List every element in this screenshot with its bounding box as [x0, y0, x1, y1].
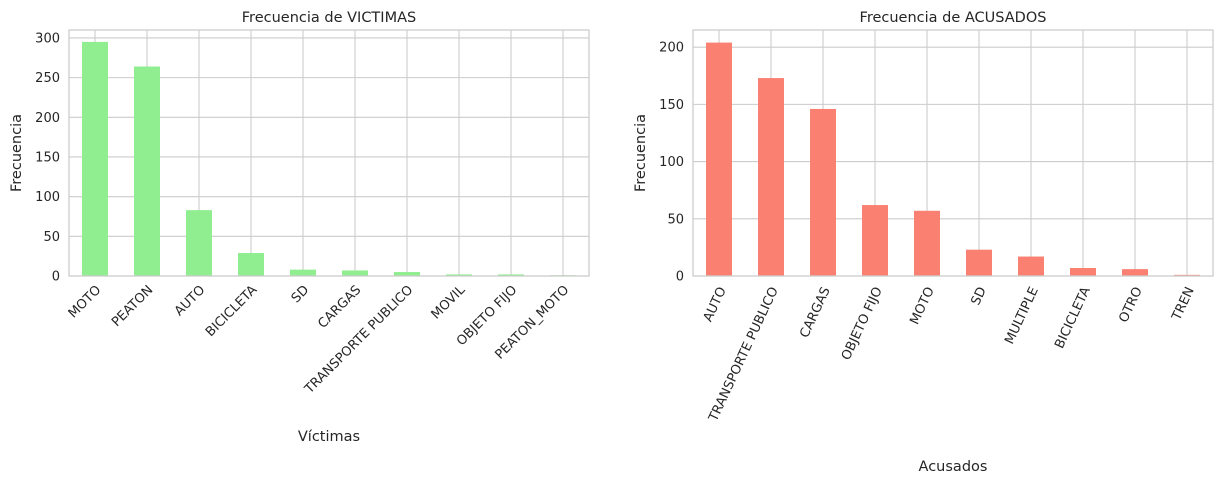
chart-victimas-bars [82, 41, 576, 276]
chart-victimas-y-tick-0: 0 [52, 270, 60, 285]
chart-acusados-title: Frecuencia de ACUSADOS [860, 10, 1047, 26]
chart-victimas-x-tick-movil: MOVIL [429, 282, 469, 322]
chart-victimas-y-tick-200: 200 [35, 111, 60, 126]
chart-victimas-frame [68, 29, 590, 277]
chart-acusados-bar-cargas [810, 108, 836, 276]
chart-victimas-xlabel: Víctimas [298, 429, 360, 445]
chart-victimas-y-tick-300: 300 [35, 31, 60, 46]
chart-acusados-bar-bicicleta [1070, 267, 1096, 276]
chart-acusados-y-tick-0: 0 [676, 270, 684, 285]
chart-acusados-x-tick-objeto-fijo: OBJETO FIJO [839, 285, 886, 363]
chart-victimas-bar-peaton [134, 66, 160, 276]
chart-victimas-ylabel: Frecuencia [9, 114, 25, 192]
chart-acusados-bars [706, 42, 1200, 277]
chart-victimas: Frecuencia de VICTIMAS 0 50 100 150 200 250 30… [9, 10, 590, 445]
chart-acusados-x-tick-bicicleta: BICICLETA [1052, 285, 1094, 351]
chart-victimas-x-tick-moto: MOTO [66, 283, 105, 322]
chart-acusados-bar-auto [706, 42, 732, 277]
chart-victimas-bar-auto [186, 210, 212, 276]
chart-victimas-x-tick-sd: SD [289, 283, 313, 307]
chart-acusados-bar-transporte-publico [758, 78, 784, 276]
chart-acusados-bar-multiple [1018, 256, 1044, 276]
chart-acusados-bar-moto [914, 210, 940, 276]
chart-acusados-bar-sd [966, 249, 992, 276]
chart-victimas-y-tick-100: 100 [35, 190, 60, 205]
chart-victimas-title: Frecuencia de VICTIMAS [242, 10, 416, 26]
chart-acusados-ylabel: Frecuencia [633, 114, 649, 192]
chart-acusados-xlabel: Acusados [919, 459, 988, 475]
chart-victimas-x-tick-peaton: PEATON [109, 283, 156, 330]
chart-victimas-bar-bicicleta [238, 252, 264, 276]
chart-acusados-y-tick-150: 150 [659, 98, 684, 113]
chart-acusados-x-tick-cargas: CARGAS [797, 285, 834, 340]
chart-victimas-bar-moto [82, 41, 108, 276]
chart-acusados-y-ticks: 0 50 100 150 200 [659, 41, 684, 285]
chart-victimas-x-tick-auto: AUTO [172, 283, 208, 319]
chart-victimas-x-tick-transporte-publico: TRANSPORTE PUBLICO [301, 283, 416, 398]
chart-acusados-x-tick-multiple: MULTIPLE [1002, 285, 1041, 347]
chart-acusados: Frecuencia de ACUSADOS 0 50 100 150 200 AUTO… [633, 10, 1214, 475]
chart-victimas-y-tick-150: 150 [35, 150, 60, 165]
chart-acusados-bar-otro [1122, 269, 1148, 276]
chart-victimas-bar-sd [290, 269, 316, 276]
chart-victimas-bar-cargas [342, 270, 368, 276]
chart-acusados-frame [692, 29, 1214, 277]
chart-acusados-bar-objeto-fijo [862, 205, 888, 276]
chart-victimas-y-ticks: 0 50 100 150 200 250 300 [35, 31, 60, 284]
chart-acusados-x-tick-auto: AUTO [701, 285, 730, 325]
chart-acusados-y-tick-100: 100 [659, 155, 684, 170]
chart-acusados-x-tick-otro: OTRO [1116, 285, 1145, 325]
chart-acusados-x-tick-sd: SD [968, 285, 989, 308]
chart-victimas-x-tick-bicicleta: BICICLETA [203, 283, 260, 340]
chart-acusados-x-tick-moto: MOTO [907, 285, 937, 327]
chart-acusados-x-tick-tren: TREN [1169, 285, 1198, 324]
chart-victimas-bar-transporte-publico [394, 272, 420, 276]
chart-victimas-y-tick-250: 250 [35, 71, 60, 86]
chart-victimas-bar-objeto-fijo [498, 274, 524, 276]
chart-victimas-bar-movil [446, 274, 472, 276]
chart-victimas-x-tick-cargas: CARGAS [315, 283, 364, 332]
chart-acusados-y-tick-200: 200 [659, 41, 684, 56]
chart-acusados-y-tick-50: 50 [667, 212, 684, 227]
chart-victimas-y-tick-50: 50 [43, 230, 60, 245]
